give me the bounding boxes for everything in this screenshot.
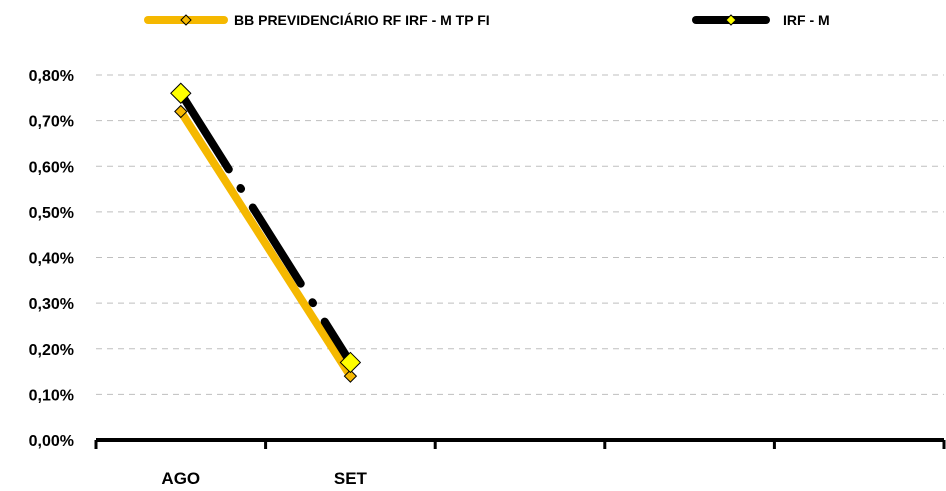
- chart-legend: BB PREVIDENCIÁRIO RF IRF - M TP FI IRF - …: [144, 12, 830, 28]
- series-1-marker: [174, 104, 188, 119]
- y-tick-label: 0,40%: [29, 251, 74, 268]
- series-line-1: [176, 107, 355, 381]
- series-line-2: [176, 89, 355, 367]
- y-tick-label: 0,70%: [29, 114, 74, 131]
- y-tick-label: 0,50%: [29, 205, 74, 222]
- y-tick-label: 0,10%: [29, 387, 74, 404]
- legend-marker-1: [180, 14, 192, 26]
- y-tick-label: 0,00%: [29, 433, 74, 450]
- legend-label-2: IRF - M: [783, 12, 830, 28]
- y-tick-label: 0,20%: [29, 342, 74, 359]
- y-tick-label: 0,80%: [29, 68, 74, 85]
- series-2-marker: [339, 351, 362, 374]
- series-layer: [170, 82, 362, 383]
- legend-marker-2: [725, 14, 737, 26]
- y-tick-label: 0,30%: [29, 296, 74, 313]
- series-2-marker: [170, 82, 192, 104]
- x-tick-label: AGO: [161, 469, 200, 486]
- legend-label-1: BB PREVIDENCIÁRIO RF IRF - M TP FI: [234, 12, 490, 28]
- x-axis: AGO SET: [94, 438, 946, 488]
- series-1-marker: [343, 369, 358, 383]
- grid-lines: [96, 74, 944, 395]
- x-tick-label: SET: [334, 469, 368, 486]
- y-tick-label: 0,60%: [29, 159, 74, 176]
- y-axis-ticks: 0,00% 0,10% 0,20% 0,30% 0,40% 0,50% 0,60% 0,70%…: [29, 68, 74, 450]
